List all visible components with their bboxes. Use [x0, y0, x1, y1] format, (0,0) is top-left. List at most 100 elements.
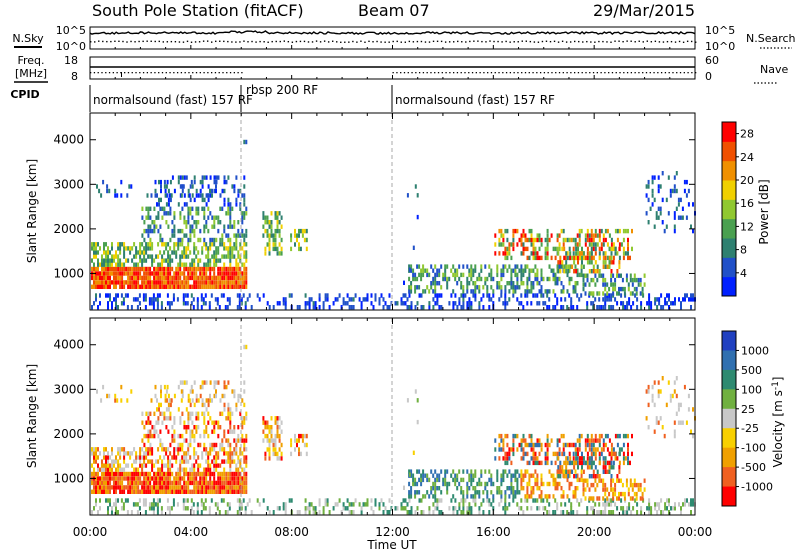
nave-dot	[139, 72, 141, 74]
power-cell	[586, 251, 589, 256]
power-cell	[127, 258, 130, 263]
velocity-cell	[450, 498, 453, 503]
power-cell	[165, 184, 168, 189]
velocity-cell	[147, 476, 150, 481]
power-cell	[123, 262, 126, 267]
velocity-cell	[627, 451, 629, 457]
power-cell	[672, 301, 674, 306]
power-cell	[562, 305, 565, 310]
power-cell	[322, 305, 325, 310]
velocity-cell	[428, 477, 431, 483]
power-cell	[117, 275, 120, 281]
velocity-cell	[278, 416, 281, 421]
power-cell	[157, 254, 160, 259]
power-cell	[163, 206, 166, 211]
power-cell	[115, 262, 117, 267]
power-cell	[153, 280, 156, 285]
velocity-cell	[191, 433, 194, 439]
velocity-cell	[97, 455, 99, 460]
velocity-cell	[120, 498, 123, 503]
power-cell	[189, 233, 192, 238]
velocity-cell	[193, 433, 196, 439]
power-cell	[185, 175, 188, 180]
velocity-cell	[223, 489, 226, 494]
power-cell	[187, 271, 190, 276]
velocity-cell	[627, 491, 630, 497]
nave-dot	[226, 72, 228, 74]
velocity-cell	[568, 451, 571, 457]
velocity-cell	[193, 489, 196, 494]
velocity-cell	[187, 489, 190, 494]
power-cell	[675, 171, 678, 176]
power-cell	[235, 237, 238, 243]
power-cell	[408, 285, 411, 290]
velocity-cell	[169, 442, 172, 448]
power-cell	[151, 284, 154, 289]
velocity-cell	[184, 506, 187, 511]
velocity-cell	[221, 471, 224, 477]
nave-dot	[642, 72, 644, 74]
colorbar-tick-label: -25	[741, 422, 759, 435]
velocity-cell	[436, 477, 439, 483]
freq-label-line1: Freq.	[17, 54, 44, 67]
power-cell	[222, 293, 225, 298]
nsearch-dot	[666, 40, 669, 43]
power-cell	[137, 271, 140, 276]
colorbar-segment	[722, 369, 736, 390]
velocity-cell	[466, 490, 469, 495]
velocity-cell	[612, 496, 615, 501]
power-cell	[139, 254, 142, 259]
velocity-cell	[167, 429, 170, 434]
power-cell	[103, 250, 105, 255]
nave-dot	[434, 72, 436, 74]
nsearch-dot	[215, 40, 217, 43]
power-cell	[215, 179, 218, 185]
power-cell	[151, 262, 154, 267]
power-cell	[131, 246, 134, 251]
velocity-cell	[548, 494, 551, 499]
power-cell	[180, 184, 183, 189]
power-cell	[199, 271, 202, 276]
velocity-cell	[155, 471, 158, 477]
power-cell	[592, 242, 595, 247]
velocity-cell	[115, 476, 117, 481]
velocity-cell	[145, 480, 148, 486]
power-cell	[143, 280, 146, 285]
power-cell	[103, 246, 105, 251]
power-cell	[556, 301, 559, 306]
velocity-cell	[574, 447, 577, 452]
velocity-cell	[171, 489, 174, 494]
power-cell	[414, 285, 417, 290]
power-cell	[185, 233, 188, 238]
power-cell	[576, 293, 579, 298]
nsearch-dot	[630, 40, 632, 42]
power-cell	[196, 301, 199, 306]
velocity-cell	[586, 465, 589, 470]
power-cell	[662, 305, 665, 310]
power-cell	[563, 269, 566, 274]
nsearch-dot	[388, 41, 390, 43]
velocity-cell	[512, 473, 515, 478]
velocity-cell	[412, 481, 415, 487]
velocity-cell	[563, 451, 566, 457]
power-cell	[243, 215, 246, 220]
power-cell	[262, 224, 265, 229]
power-cell	[610, 273, 613, 278]
velocity-cell	[490, 477, 493, 483]
velocity-cell	[522, 510, 525, 515]
velocity-cell	[650, 506, 653, 511]
power-cell	[460, 272, 463, 278]
velocity-cell	[117, 459, 120, 464]
velocity-cell	[205, 398, 208, 403]
velocity-cell	[223, 480, 226, 486]
power-cell	[622, 237, 625, 243]
velocity-cell	[264, 425, 267, 430]
power-cell	[183, 284, 186, 289]
power-cell	[185, 250, 188, 255]
velocity-cell	[568, 486, 571, 491]
velocity-cell	[157, 476, 160, 481]
velocity-cell	[111, 467, 113, 472]
velocity-cell	[624, 456, 627, 461]
velocity-cell	[173, 455, 176, 460]
velocity-cell	[179, 416, 182, 421]
